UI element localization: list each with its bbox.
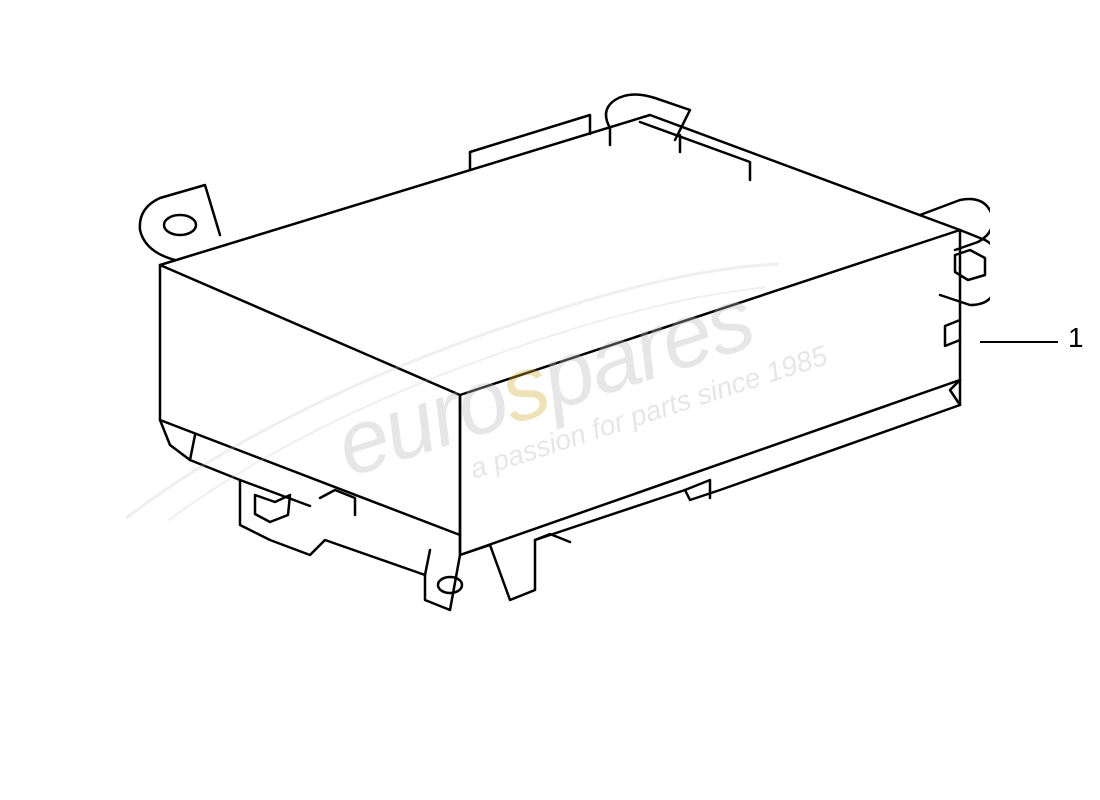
control-unit-drawing <box>90 80 990 660</box>
callout-line-1 <box>980 341 1058 343</box>
callout-number-1: 1 <box>1068 322 1084 354</box>
parts-diagram: 1 eurospares a passion for parts since 1… <box>0 0 1100 800</box>
callout-1-text: 1 <box>1068 322 1084 353</box>
